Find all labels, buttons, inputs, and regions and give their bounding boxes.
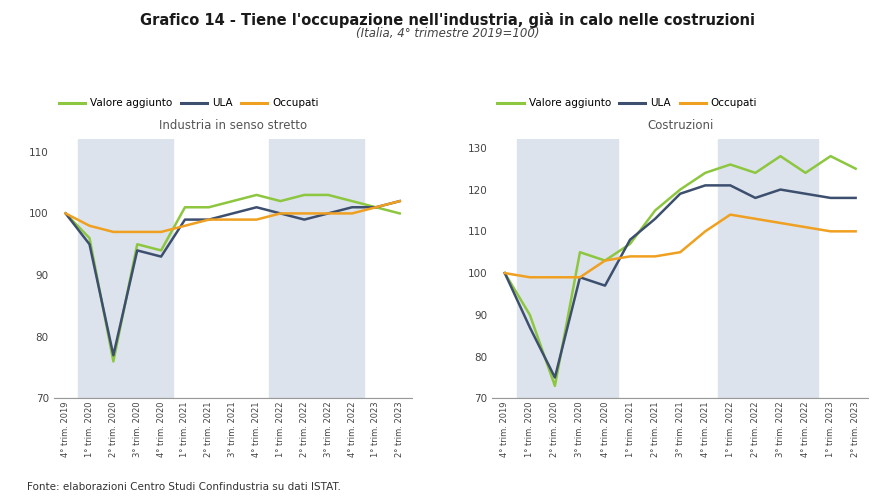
- Bar: [78, 139, 173, 398]
- Bar: [268, 139, 364, 398]
- Legend: Valore aggiunto, ULA, Occupati: Valore aggiunto, ULA, Occupati: [497, 98, 756, 109]
- Text: Costruzioni: Costruzioni: [646, 119, 713, 131]
- Text: Industria in senso stretto: Industria in senso stretto: [158, 119, 307, 131]
- Bar: [717, 139, 817, 398]
- Text: Fonte: elaborazioni Centro Studi Confindustria su dati ISTAT.: Fonte: elaborazioni Centro Studi Confind…: [27, 482, 341, 492]
- Bar: [517, 139, 617, 398]
- Text: Grafico 14 - Tiene l'occupazione nell'industria, già in calo nelle costruzioni: Grafico 14 - Tiene l'occupazione nell'in…: [139, 12, 755, 28]
- Text: (Italia, 4° trimestre 2019=100): (Italia, 4° trimestre 2019=100): [355, 27, 539, 40]
- Legend: Valore aggiunto, ULA, Occupati: Valore aggiunto, ULA, Occupati: [59, 98, 318, 109]
